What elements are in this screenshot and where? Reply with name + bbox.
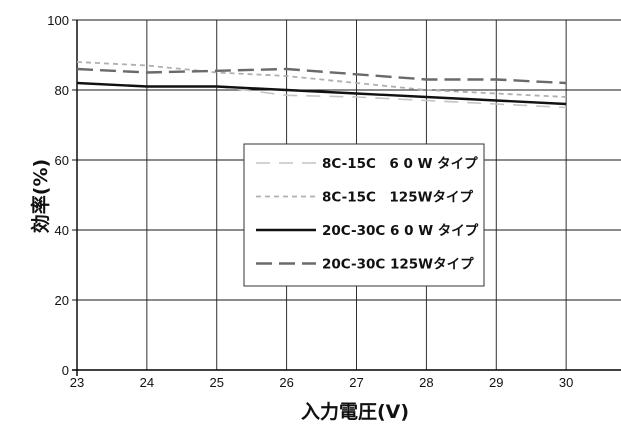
legend-label-1: 8C-15C 6 0 W タイプ <box>322 156 478 172</box>
y-tick-label: 0 <box>62 363 69 378</box>
y-tick-label: 60 <box>55 153 69 168</box>
y-tick-label: 80 <box>55 83 69 98</box>
x-tick-label: 24 <box>140 375 154 390</box>
x-tick-label: 25 <box>210 375 224 390</box>
x-tick-label: 30 <box>559 375 573 390</box>
x-tick-label: 29 <box>489 375 503 390</box>
series-line-3 <box>76 81 567 106</box>
series-line-4 <box>76 67 567 85</box>
x-axis-label: 入力電圧(V) <box>301 400 409 423</box>
y-axis-label: 効率(%) <box>29 159 52 233</box>
series-line-2 <box>76 61 567 98</box>
x-tick-label: 27 <box>349 375 363 390</box>
y-tick-label: 20 <box>55 293 69 308</box>
legend-label-4: 20C-30C 125Wタイプ <box>322 257 474 273</box>
y-tick-label: 40 <box>55 223 69 238</box>
x-tick-label: 23 <box>70 375 84 390</box>
x-tick-label: 26 <box>279 375 293 390</box>
legend-label-2: 8C-15C 125Wタイプ <box>322 190 473 206</box>
legend-label-3: 20C-30C 6 0 W タイプ <box>322 223 479 239</box>
x-tick-label: 28 <box>419 375 433 390</box>
y-tick-label: 100 <box>47 13 69 28</box>
